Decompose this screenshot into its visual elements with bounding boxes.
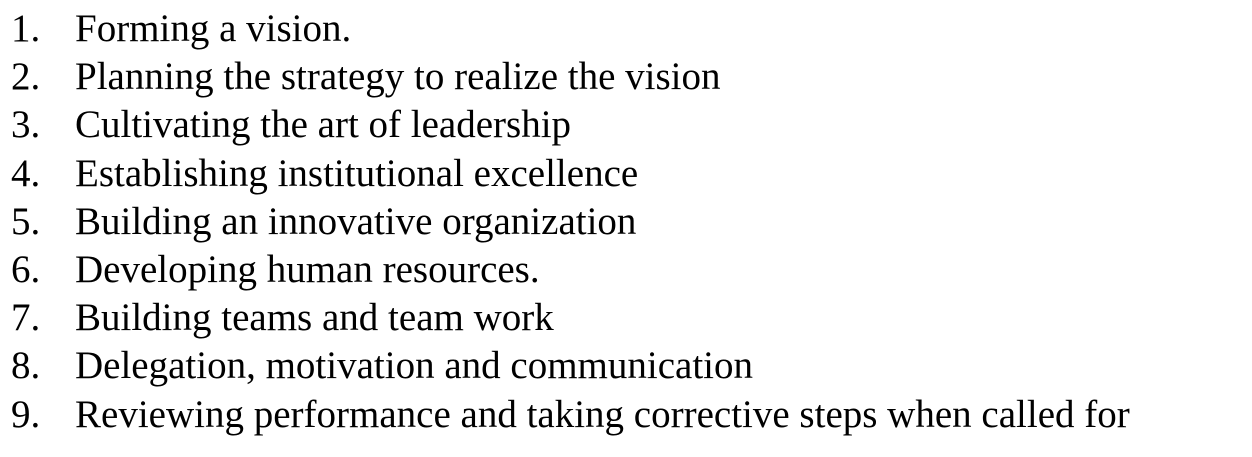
list-item-number: 6. <box>11 247 41 291</box>
list-item-text: Building teams and team work <box>75 296 554 340</box>
list-item-number: 3. <box>11 103 41 147</box>
list-item: 2. Planning the strategy to realize the … <box>0 53 1252 101</box>
list-item-number: 7. <box>11 296 41 340</box>
list-item: 9. Reviewing performance and taking corr… <box>0 391 1252 439</box>
list-item-text: Establishing institutional excellence <box>75 151 639 195</box>
list-item-text: Developing human resources. <box>75 247 540 291</box>
list-item-text: Forming a vision. <box>75 7 352 50</box>
list-item-number: 5. <box>11 199 41 243</box>
list-item-number: 2. <box>11 55 41 99</box>
list-item: 3. Cultivating the art of leadership <box>0 101 1252 149</box>
list-item-text: Building an innovative organization <box>75 199 637 243</box>
list-item-number: 1. <box>11 7 41 50</box>
numbered-list: 1. Forming a vision. 2. Planning the str… <box>0 5 1252 439</box>
list-item-number: 8. <box>11 344 41 388</box>
list-item: 4. Establishing institutional excellence <box>0 150 1252 198</box>
list-item: 7. Building teams and team work <box>0 294 1252 342</box>
list-item-text: Cultivating the art of leadership <box>75 103 572 147</box>
list-item: 5. Building an innovative organization <box>0 198 1252 246</box>
list-item-text: Planning the strategy to realize the vis… <box>75 55 721 99</box>
list-item: 1. Forming a vision. <box>0 5 1252 53</box>
list-item-text: Reviewing performance and taking correct… <box>75 392 1130 436</box>
list-item: 6. Developing human resources. <box>0 246 1252 294</box>
list-item-number: 4. <box>11 151 41 195</box>
list-item-text: Delegation, motivation and communication <box>75 344 754 388</box>
list-item-number: 9. <box>11 392 41 436</box>
list-item: 8. Delegation, motivation and communicat… <box>0 342 1252 390</box>
